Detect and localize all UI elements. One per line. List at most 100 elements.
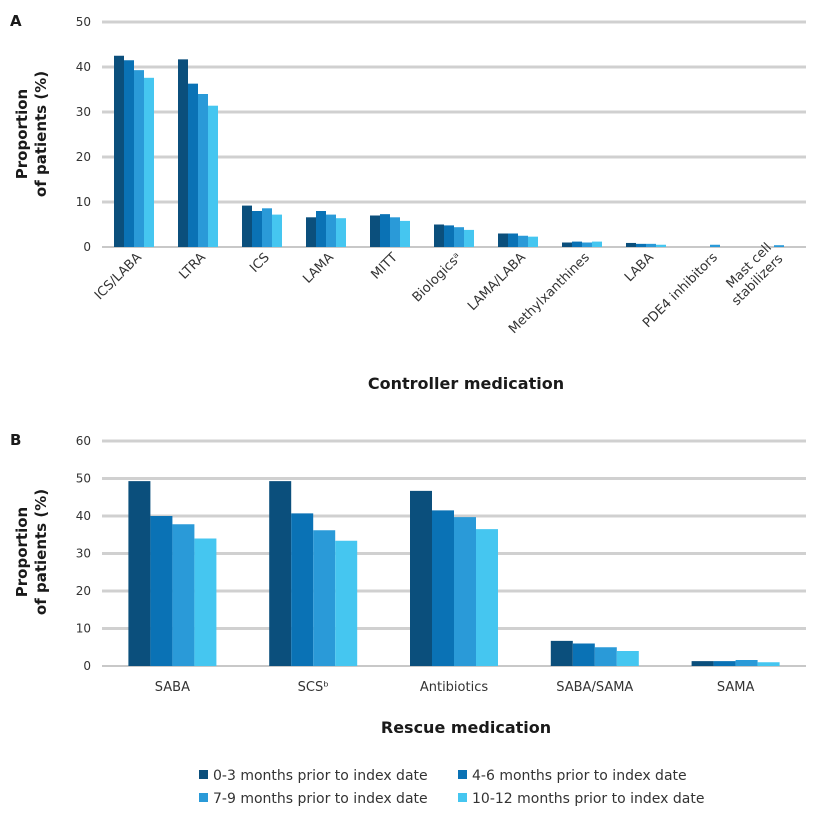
panel-a-bar bbox=[454, 227, 464, 247]
panel-a-bar bbox=[464, 229, 474, 247]
panel-b-ytick-label: 60 bbox=[76, 434, 91, 448]
legend-label-0-3: 0-3 months prior to index date bbox=[213, 768, 428, 784]
panel-a-category-label: MITT bbox=[369, 250, 401, 282]
panel-b-bar bbox=[313, 530, 336, 666]
panel-a-bar bbox=[326, 214, 336, 247]
panel-a-bar bbox=[380, 214, 390, 247]
panel-b-ytick-label: 0 bbox=[83, 659, 91, 673]
panel-a-bar bbox=[528, 236, 538, 247]
panel-b-bar bbox=[432, 510, 454, 666]
panel-b-bar bbox=[454, 517, 476, 666]
panel-a-bar bbox=[316, 211, 326, 247]
panel-b-bar bbox=[594, 647, 617, 666]
panel-b-bar bbox=[550, 640, 573, 666]
legend-swatch-0-3 bbox=[199, 770, 208, 779]
legend-label-10-12: 10-12 months prior to index date bbox=[472, 791, 704, 807]
panel-b-category-label: SAMA bbox=[717, 680, 755, 695]
panel-a-ytick-label: 20 bbox=[76, 150, 91, 164]
legend-swatch-7-9 bbox=[199, 793, 208, 802]
panel-a-bar bbox=[188, 83, 198, 248]
legend-swatch-10-12 bbox=[458, 793, 467, 802]
panel-a-ytick-label: 50 bbox=[76, 15, 91, 29]
panel-a-category-label: Mast cellstabilizers bbox=[718, 240, 787, 309]
panel-b-bar bbox=[616, 651, 639, 666]
panel-a-bar bbox=[592, 241, 602, 247]
panel-a-bar bbox=[390, 217, 400, 247]
panel-a-bar bbox=[636, 243, 646, 247]
panel-a-bar bbox=[336, 218, 346, 247]
panel-a-bar bbox=[562, 242, 572, 247]
panel-b-bar bbox=[410, 490, 432, 666]
panel-b-category-label: Antibiotics bbox=[420, 680, 489, 695]
legend-swatch-4-6 bbox=[458, 770, 467, 779]
panel-a-bar bbox=[582, 242, 592, 247]
panel-b-category-label: SABA bbox=[155, 680, 190, 695]
legend: 0-3 months prior to index date 4-6 month… bbox=[199, 768, 704, 807]
panel-a-bar bbox=[208, 105, 218, 247]
panel-b-letter: B bbox=[10, 431, 21, 449]
panel-a-bar bbox=[178, 59, 188, 247]
panel-a-bar bbox=[114, 55, 124, 247]
panel-b-xlabel: Rescue medication bbox=[381, 718, 551, 737]
panel-a-ytick-label: 0 bbox=[83, 240, 91, 254]
panel-b-bar bbox=[291, 513, 314, 666]
panel-a-ytick-label: 30 bbox=[76, 105, 91, 119]
panel-a-bar bbox=[498, 233, 508, 247]
panel-a-bar bbox=[572, 241, 582, 247]
panel-b-category-label: SCSᵇ bbox=[298, 680, 329, 695]
panel-a-bar bbox=[370, 215, 380, 247]
panel-a-category-label: LAMA/LABA bbox=[465, 250, 529, 314]
panel-b-bar bbox=[335, 540, 358, 666]
panel-b-bar bbox=[691, 661, 714, 666]
panel-a-category-label: Biologicsᵃ bbox=[410, 250, 465, 305]
panel-a-category-label: ICS bbox=[247, 250, 273, 276]
panel-b-category-label: SABA/SAMA bbox=[556, 680, 633, 695]
panel-b-ytick-label: 30 bbox=[76, 547, 91, 561]
panel-b-ylabel-line1: Proportion bbox=[13, 507, 31, 597]
panel-a-ylabel-line1: Proportion bbox=[13, 89, 31, 179]
panel-a-bar bbox=[242, 205, 252, 247]
panel-b-ytick-label: 10 bbox=[76, 622, 91, 636]
panel-a-bar bbox=[198, 94, 208, 247]
panel-a-category-label: ICS/LABA bbox=[92, 250, 145, 303]
panel-a-bar bbox=[124, 60, 134, 247]
panel-a-bar bbox=[252, 211, 262, 247]
panel-b-bar bbox=[269, 481, 292, 666]
panel-a-bar bbox=[306, 217, 316, 247]
panel-b-bar bbox=[172, 524, 195, 666]
panel-a-bar bbox=[774, 245, 784, 247]
panel-b-ytick-label: 20 bbox=[76, 584, 91, 598]
panel-a-ytick-label: 40 bbox=[76, 60, 91, 74]
panel-b-bar bbox=[150, 516, 173, 666]
panel-b-ylabel-line2: of patients (%) bbox=[32, 489, 50, 615]
panel-a-bar bbox=[134, 70, 144, 248]
panel-a-bar bbox=[434, 224, 444, 247]
panel-b-bar bbox=[476, 529, 498, 666]
panel-a-bar bbox=[646, 243, 656, 247]
panel-a-category-label: LABA bbox=[622, 250, 657, 285]
panel-a-xlabel: Controller medication bbox=[368, 374, 564, 393]
panel-a-letter: A bbox=[10, 12, 22, 30]
panel-a-category-label: LAMA bbox=[300, 250, 337, 287]
legend-label-7-9: 7-9 months prior to index date bbox=[213, 791, 428, 807]
panel-a-bar bbox=[710, 244, 720, 247]
panel-a-ylabel-line2: of patients (%) bbox=[32, 71, 50, 197]
panel-b-ytick-label: 40 bbox=[76, 509, 91, 523]
panel-b-bar bbox=[128, 481, 151, 666]
legend-label-4-6: 4-6 months prior to index date bbox=[472, 768, 687, 784]
panel-a-bar bbox=[400, 220, 410, 247]
panel-a-bar bbox=[272, 214, 282, 247]
panel-b-bar bbox=[572, 643, 595, 666]
panel-b-bar bbox=[757, 662, 780, 666]
panel-a-ytick-label: 10 bbox=[76, 195, 91, 209]
panel-a-bar bbox=[656, 244, 666, 247]
panel-a-category-label: LTRA bbox=[176, 250, 208, 282]
panel-b-ytick-label: 50 bbox=[76, 472, 91, 486]
panel-a-bar bbox=[262, 208, 272, 247]
panel-a-plot: 0 10 20 30 40 50 ICS/LABA LTRA ICS LAMA MITT Biolog… bbox=[76, 15, 806, 337]
panel-b-bar bbox=[194, 538, 217, 666]
panel-b-plot: 0 10 20 30 40 50 60 SABA SCSᵇ Antibiotics SABA/SAM… bbox=[76, 434, 806, 695]
panel-b-bar bbox=[735, 660, 758, 666]
panel-a-bar bbox=[144, 77, 154, 247]
